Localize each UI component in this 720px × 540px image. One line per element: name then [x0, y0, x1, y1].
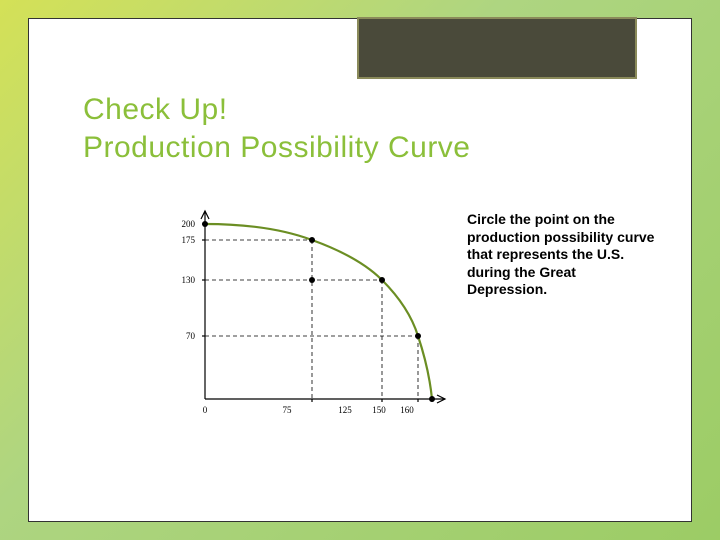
x-tick-160: 160 — [393, 405, 421, 415]
instruction-text: Circle the point on the production possi… — [467, 211, 657, 299]
x-tick-125: 125 — [331, 405, 359, 415]
ppc-chart: 200 175 130 70 0 75 125 150 160 — [169, 209, 459, 439]
point-160-0 — [429, 396, 435, 402]
x-tick-75: 75 — [273, 405, 301, 415]
y-tick-200: 200 — [167, 219, 195, 229]
title-block: Check Up! Production Possibility Curve — [83, 91, 637, 166]
slide-frame: Check Up! Production Possibility Curve C… — [28, 18, 692, 522]
y-tick-175: 175 — [167, 235, 195, 245]
ppc-curve — [205, 224, 432, 399]
x-tick-150: 150 — [365, 405, 393, 415]
point-150-70 — [415, 333, 421, 339]
point-interior-75-130 — [309, 277, 315, 283]
title-line-1: Check Up! — [83, 91, 637, 129]
x-tick-0: 0 — [191, 405, 219, 415]
y-tick-70: 70 — [167, 331, 195, 341]
point-125-130 — [379, 277, 385, 283]
accent-box — [357, 17, 637, 79]
point-0-200 — [202, 221, 208, 227]
title-line-2: Production Possibility Curve — [83, 129, 637, 167]
point-75-175 — [309, 237, 315, 243]
y-tick-130: 130 — [167, 275, 195, 285]
